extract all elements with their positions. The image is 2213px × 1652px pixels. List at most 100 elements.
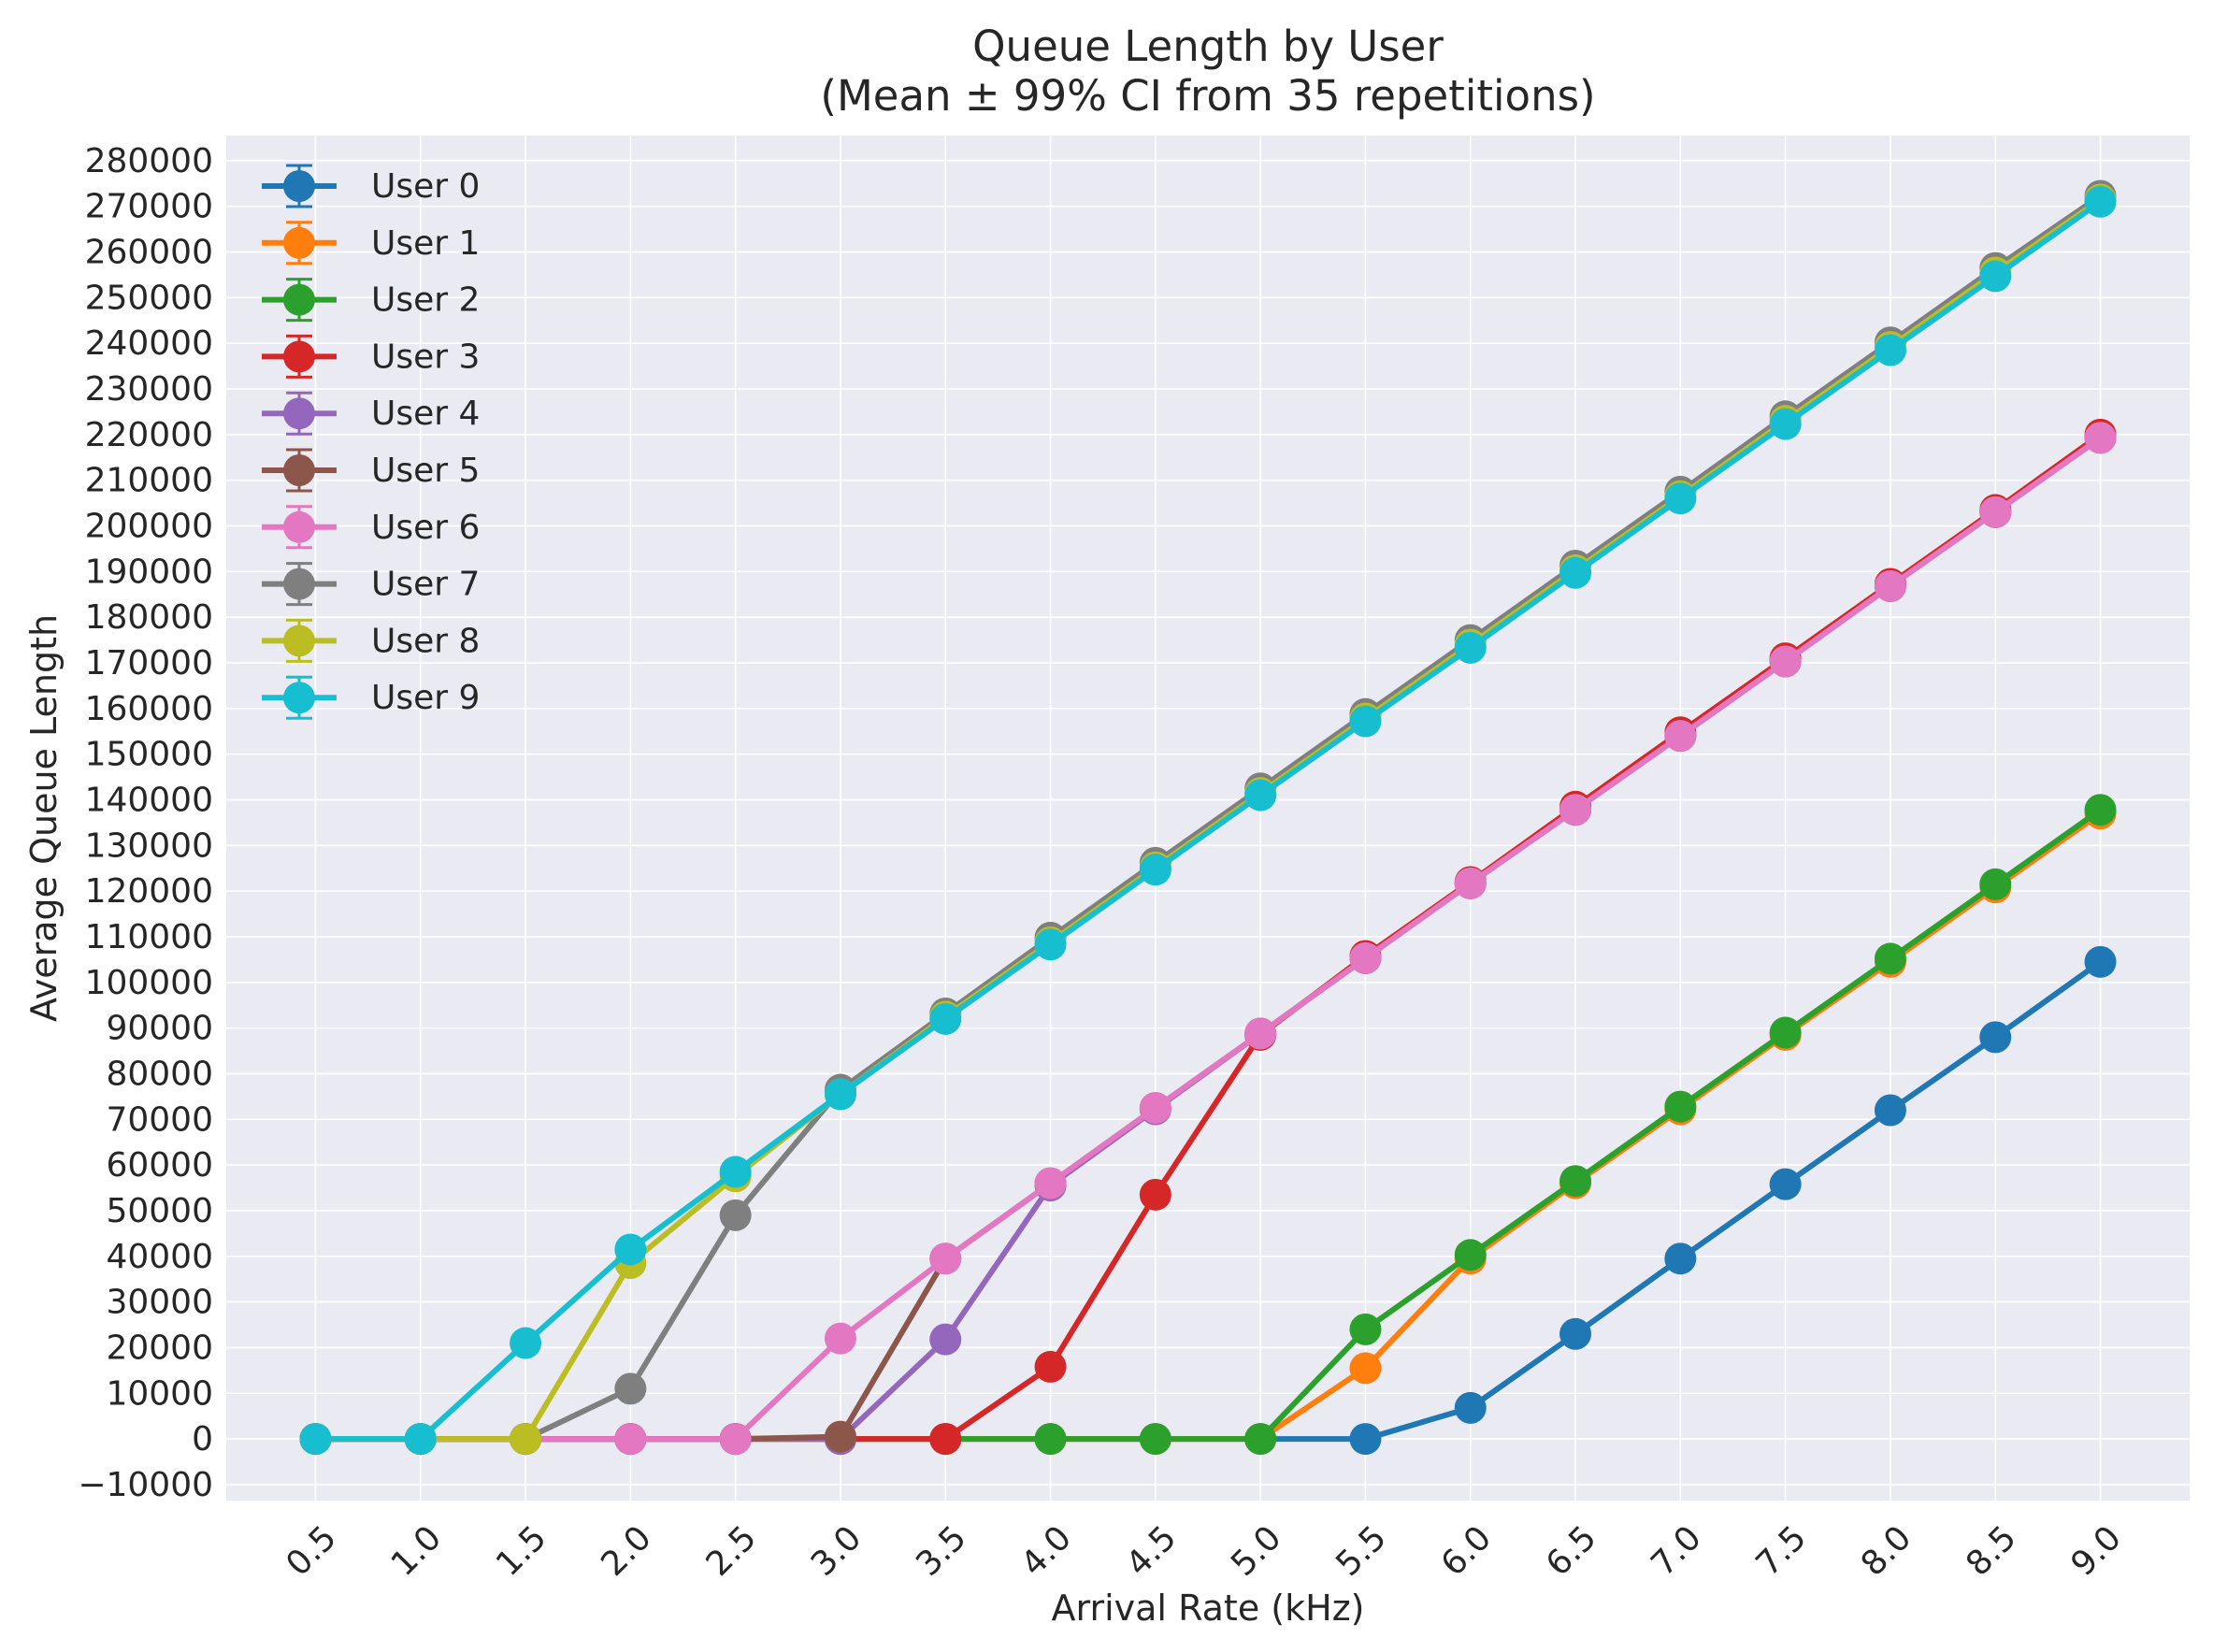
legend-marker: [283, 283, 315, 316]
data-point: [1139, 1423, 1171, 1456]
y-tick-label: 260000: [85, 234, 213, 272]
y-tick-label: 140000: [85, 781, 213, 819]
series-line: [315, 199, 2103, 1443]
y-tick-label: 30000: [106, 1284, 213, 1322]
data-point: [1034, 1167, 1067, 1199]
y-tick-label: 210000: [85, 462, 213, 500]
y-tick-label: 20000: [106, 1329, 213, 1367]
data-point: [2084, 945, 2117, 978]
legend-label: User 2: [371, 281, 480, 320]
data-point: [1979, 1021, 2012, 1054]
data-point: [614, 1423, 647, 1456]
data-point: [1664, 1243, 1697, 1275]
data-point: [1769, 1016, 1802, 1049]
y-tick-label: 110000: [85, 918, 213, 956]
data-point: [1139, 1092, 1171, 1125]
data-point: [1454, 631, 1487, 664]
data-point: [1454, 1239, 1487, 1271]
legend-item: User 4: [262, 391, 480, 436]
data-point: [1769, 408, 1802, 440]
data-point: [2084, 185, 2117, 218]
data-point: [1349, 1352, 1382, 1385]
data-point: [1454, 1391, 1487, 1424]
legend-marker: [283, 170, 315, 202]
legend-label: User 5: [371, 452, 480, 490]
y-tick-label: 190000: [85, 553, 213, 591]
data-point: [1244, 1423, 1277, 1456]
legend-label: User 0: [371, 167, 480, 206]
data-point: [2084, 794, 2117, 826]
legend-label: User 9: [371, 679, 480, 717]
data-point: [1664, 720, 1697, 753]
data-point: [1559, 1165, 1592, 1198]
y-tick-label: 100000: [85, 964, 213, 1002]
data-point: [1769, 1168, 1802, 1200]
legend-marker: [283, 510, 315, 543]
grid: [226, 136, 2190, 1501]
y-tick-label: 170000: [85, 644, 213, 682]
y-tick-label: −10000: [78, 1466, 213, 1504]
legend-item: User 3: [262, 334, 480, 379]
data-point: [2084, 422, 2117, 454]
y-tick-label: 220000: [85, 416, 213, 454]
data-point: [1139, 1178, 1171, 1211]
y-tick-label: 150000: [85, 736, 213, 774]
series-line: [315, 435, 2103, 1443]
data-point: [929, 1423, 962, 1456]
legend-item: User 6: [262, 505, 480, 550]
data-point: [719, 1199, 752, 1231]
data-point: [1664, 482, 1697, 515]
y-tick-label: 10000: [106, 1374, 213, 1413]
data-point: [1034, 928, 1067, 961]
data-point: [1349, 1423, 1382, 1456]
data-point: [824, 1078, 856, 1111]
y-tick-label: 90000: [106, 1010, 213, 1048]
series-line: [315, 193, 2103, 1443]
y-tick-label: 0: [192, 1420, 213, 1458]
legend-marker: [283, 682, 315, 714]
legend-item: User 7: [262, 562, 480, 607]
legend: User 0 User 1 User 2 User 3 User 4 User 5 User…: [262, 164, 480, 720]
data-point: [1034, 1423, 1067, 1456]
legend-item: User 9: [262, 675, 480, 720]
data-point: [1979, 260, 2012, 293]
y-tick-label: 40000: [106, 1238, 213, 1276]
legend-label: User 3: [371, 338, 480, 376]
data-point: [1244, 779, 1277, 812]
legend-label: User 7: [371, 566, 480, 604]
data-point: [1874, 1094, 1906, 1127]
chart-title: Queue Length by User: [972, 22, 1444, 71]
y-tick-label: 120000: [85, 872, 213, 911]
data-point: [719, 1156, 752, 1188]
data-point: [1349, 941, 1382, 974]
data-point: [824, 1322, 856, 1355]
legend-marker: [283, 397, 315, 430]
data-point: [1874, 334, 1906, 366]
legend-item: User 5: [262, 448, 480, 493]
data-point: [929, 1243, 962, 1275]
x-axis-label: Arrival Rate (kHz): [1052, 1587, 1365, 1629]
data-point: [824, 1420, 856, 1453]
data-point: [1559, 794, 1592, 826]
legend-marker: [283, 340, 315, 373]
y-tick-label: 270000: [85, 188, 213, 226]
data-point: [404, 1423, 437, 1456]
data-point: [1979, 496, 2012, 528]
legend-item: User 2: [262, 278, 480, 323]
data-point: [1559, 1317, 1592, 1350]
data-point: [614, 1372, 647, 1405]
legend-label: User 6: [371, 509, 480, 547]
series-layer: [299, 180, 2117, 1456]
data-point: [1664, 1090, 1697, 1123]
y-tick-label: 80000: [106, 1055, 213, 1093]
data-point: [1769, 645, 1802, 678]
y-tick-label: 200000: [85, 507, 213, 545]
data-point: [614, 1233, 647, 1266]
data-point: [1454, 867, 1487, 899]
legend-marker: [283, 454, 315, 486]
data-point: [1349, 705, 1382, 738]
data-point: [1244, 1017, 1277, 1050]
y-tick-label: 280000: [85, 142, 213, 180]
y-tick-label: 50000: [106, 1192, 213, 1230]
